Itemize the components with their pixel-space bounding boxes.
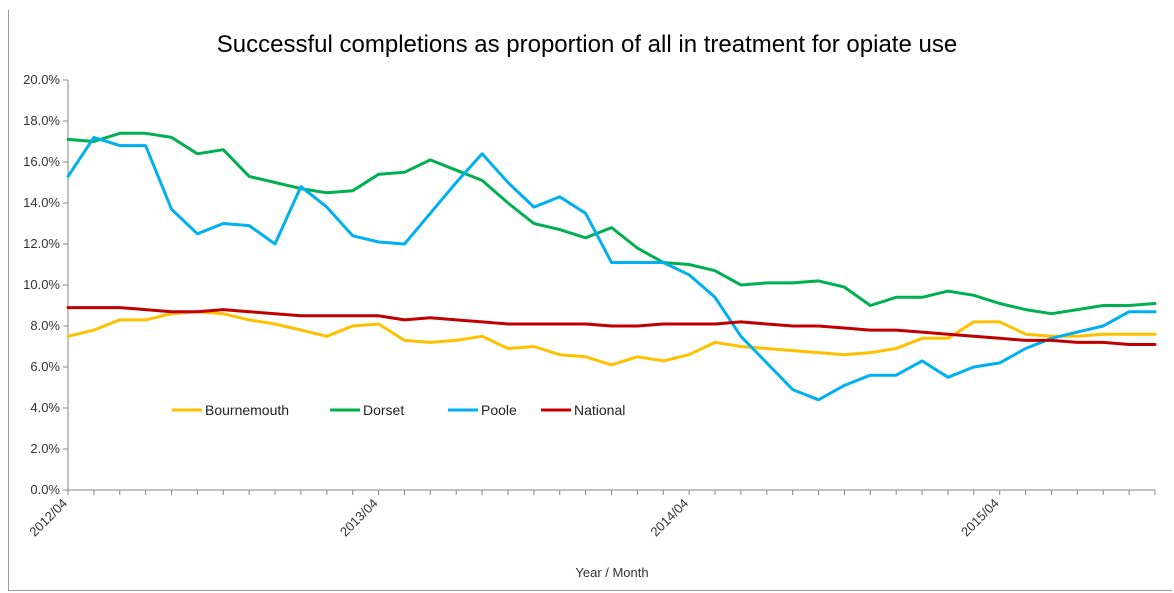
axes: [67, 80, 1155, 491]
series-line-bournemouth: [66, 310, 1157, 367]
legend: Bournemouth Dorset Poole National: [172, 402, 625, 418]
y-tick-label: 14.0%: [23, 195, 60, 210]
y-tick-label: 8.0%: [30, 318, 60, 333]
y-tick-label: 18.0%: [23, 113, 60, 128]
x-tick-label: 2013/04: [337, 496, 381, 540]
y-tick-label: 0.0%: [30, 482, 60, 497]
y-tick-label: 20.0%: [23, 72, 60, 87]
x-axis-label: Year / Month: [575, 565, 648, 580]
series-line-dorset: [66, 131, 1157, 316]
legend-label-national: National: [574, 402, 625, 418]
y-tick-label: 2.0%: [30, 441, 60, 456]
x-axis-ticks: 2012/04 2013/04 2014/04 2015/04: [26, 490, 1156, 540]
series-line-national: [66, 306, 1157, 346]
y-tick-label: 12.0%: [23, 236, 60, 251]
chart-frame: [8, 10, 1172, 591]
series-line-poole: [66, 135, 1157, 402]
y-tick-label: 16.0%: [23, 154, 60, 169]
legend-label-dorset: Dorset: [363, 402, 404, 418]
series-lines: [66, 131, 1157, 402]
legend-label-bournemouth: Bournemouth: [205, 402, 289, 418]
y-tick-label: 6.0%: [30, 359, 60, 374]
y-tick-label: 4.0%: [30, 400, 60, 415]
y-tick-label: 10.0%: [23, 277, 60, 292]
x-tick-label: 2012/04: [26, 496, 70, 540]
y-axis-ticks: 0.0% 2.0% 4.0% 6.0% 8.0% 10.0% 12.0% 14.0% 16.0%…: [23, 72, 68, 497]
x-tick-label: 2015/04: [958, 496, 1002, 540]
chart-title: Successful completions as proportion of …: [217, 31, 957, 58]
legend-label-poole: Poole: [481, 402, 517, 418]
x-tick-label: 2014/04: [647, 496, 691, 540]
